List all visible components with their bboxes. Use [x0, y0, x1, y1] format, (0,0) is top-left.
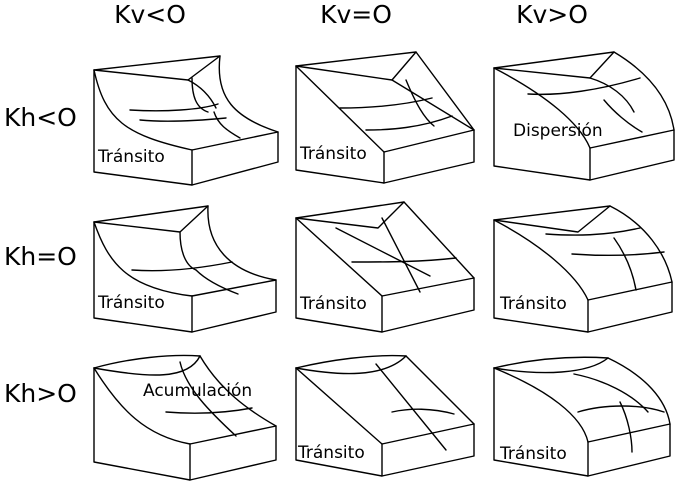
label-kh-pos-kv-zero: Tránsito: [297, 443, 365, 463]
label-kh-pos-kv-pos: Tránsito: [499, 444, 567, 464]
block-kh-neg-kv-neg: [93, 55, 279, 186]
block-kh-zero-kv-zero: [295, 201, 475, 333]
column-header-kv-positive: Kv>O: [516, 0, 588, 29]
label-kh-zero-kv-neg: Tránsito: [97, 293, 165, 313]
block-kh-zero-kv-neg: [93, 205, 277, 333]
label-kh-pos-kv-neg: Acumulación: [143, 381, 252, 401]
block-kh-zero-kv-pos: [493, 205, 673, 333]
block-kh-pos-kv-neg: [93, 354, 277, 481]
row-header-kh-negative: Kh<O: [4, 103, 77, 132]
row-header-kh-positive: Kh>O: [4, 379, 77, 408]
block-kh-pos-kv-pos: [493, 356, 671, 477]
label-kh-neg-kv-zero: Tránsito: [299, 144, 367, 164]
label-kh-neg-kv-neg: Tránsito: [97, 147, 165, 167]
column-header-kv-negative: Kv<O: [114, 0, 186, 29]
block-kh-pos-kv-zero: [295, 354, 475, 477]
label-kh-zero-kv-zero: Tránsito: [299, 294, 367, 314]
block-kh-neg-kv-zero: [295, 51, 475, 184]
label-kh-zero-kv-pos: Tránsito: [499, 294, 567, 314]
label-kh-neg-kv-pos: Dispersión: [513, 121, 603, 141]
column-header-kv-zero: Kv=O: [320, 0, 392, 29]
row-header-kh-zero: Kh=O: [4, 242, 77, 271]
block-kh-neg-kv-pos: [493, 51, 675, 181]
